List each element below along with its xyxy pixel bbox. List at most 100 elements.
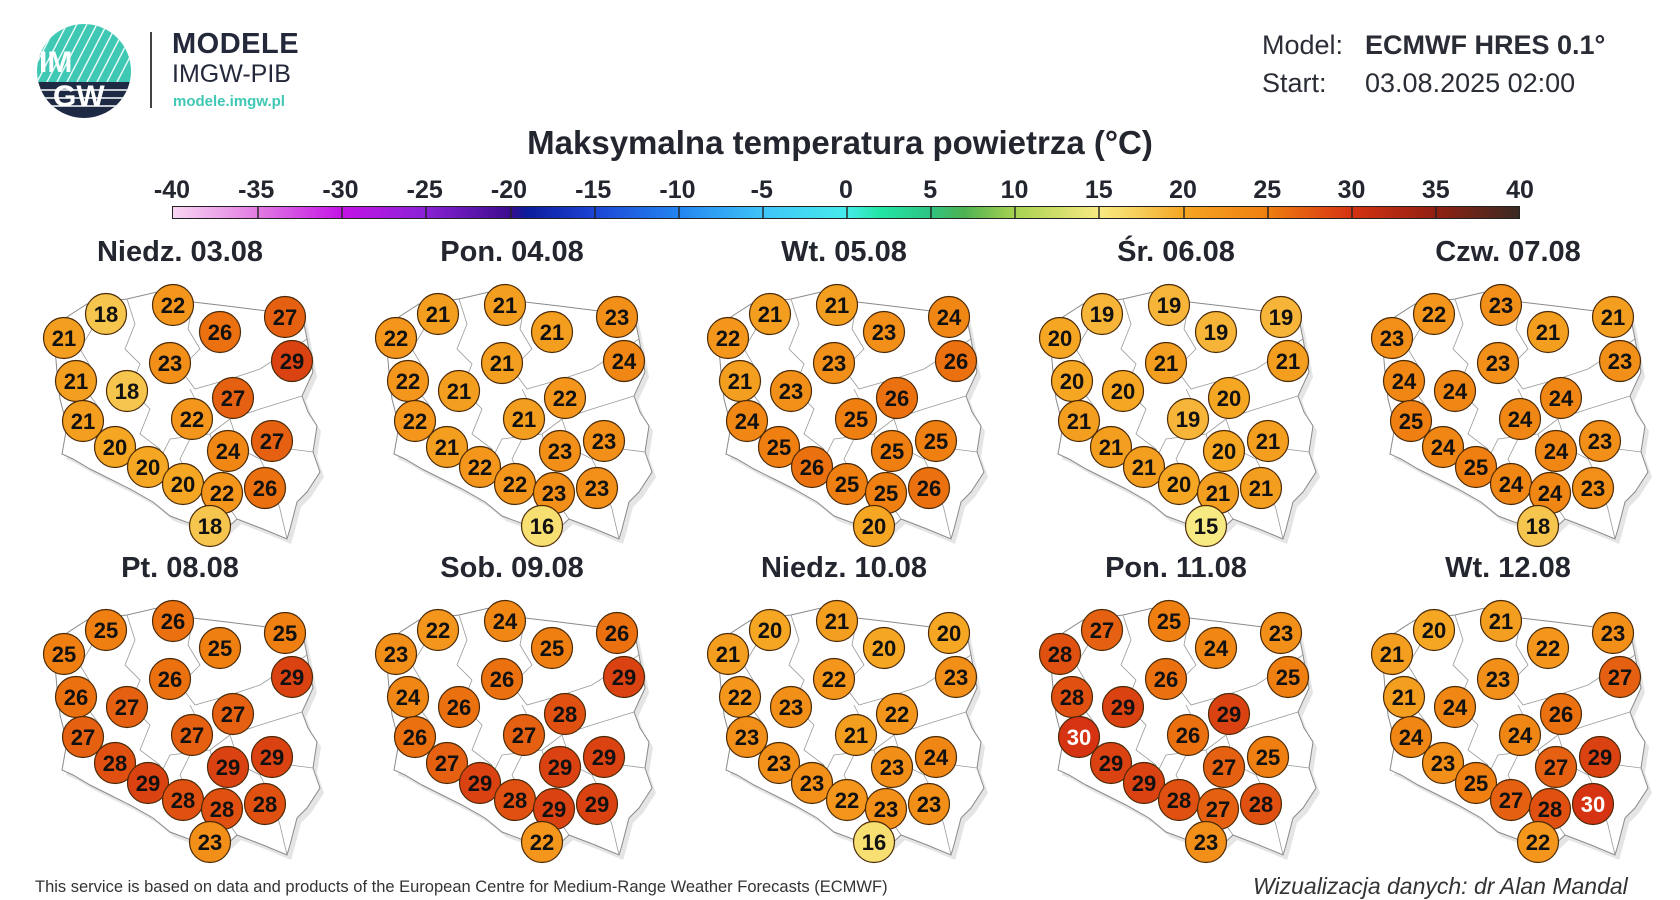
region-border [843,617,972,706]
temperature-label: 20 [1111,379,1135,404]
temperature-label: 28 [1060,685,1084,710]
map-date-title: Pt. 08.08 [121,552,239,584]
temperature-label: 22 [1422,302,1446,327]
colorbar-tick-mark [1434,207,1437,218]
temperature-marker [543,692,587,736]
colorbar-tick-label: 30 [1337,176,1366,204]
temperature-marker [1239,466,1283,510]
temperature-marker [1038,316,1082,360]
temperature-label: 20 [1212,439,1236,464]
poland-map: 19 19 19 20 19 21 21 20 20 20 21 19 21 21 20 21 20 21 21 15 [1038,283,1320,548]
temperature-label: 21 [64,369,88,394]
temperature-label: 18 [1526,514,1550,539]
temperature-point: 21 [1122,445,1166,489]
temperature-point: 29 [1207,692,1251,736]
temperature-marker [530,626,574,670]
temperature-label: 18 [115,379,139,404]
colorbar-tick-label: 25 [1253,176,1282,204]
temperature-label: 24 [924,745,949,770]
temperature-label: 21 [426,302,450,327]
temperature-marker [1166,713,1210,757]
temperature-marker [914,419,958,463]
temperature-label: 29 [612,665,636,690]
colorbar-tick-label: -20 [490,176,528,204]
temperature-point: 25 [1454,761,1498,805]
temperature-point: 24 [1382,359,1426,403]
temperature-point: 27 [263,295,307,339]
temperature-marker [393,399,437,443]
temperature-point: 20 [927,611,971,655]
temperature-label: 16 [862,830,886,855]
temperature-label: 26 [208,320,232,345]
colorbar-tick-label: -40 [153,176,191,204]
temperature-point: 23 [582,419,626,463]
temperature-label: 21 [1256,429,1280,454]
temperature-point: 21 [1382,675,1426,719]
temperature-point: 20 [1157,462,1201,506]
temperature-label: 27 [260,429,284,454]
map-date-title: Niedz. 03.08 [96,236,264,268]
temperature-marker [575,466,619,510]
temperature-label: 25 [767,435,791,460]
temperature-point: 26 [480,657,524,701]
temperature-point: 21 [1089,425,1133,469]
region-border [1150,711,1299,786]
temperature-label: 23 [384,642,408,667]
brand-url[interactable]: modele.imgw.pl [173,93,285,110]
temperature-label: 23 [800,771,824,796]
temperature-point: 24 [1528,471,1572,515]
temperature-point: 20 [93,425,137,469]
temperature-label: 20 [872,636,896,661]
temperature-label: 29 [1099,751,1123,776]
temperature-point: 28 [161,778,205,822]
temperature-point: 29 [206,745,250,789]
forecast-map: Czw. 07.08 22 23 21 23 21 23 23 24 24 24 25 24 23 24 24… [1358,234,1678,564]
colorbar-tick-label: 10 [1000,176,1029,204]
temperature-point: 25 [870,429,914,473]
temperature-label: 23 [1380,326,1404,351]
temperature-marker [211,376,255,420]
temperature-point: 30 [1571,782,1615,826]
temperature-label: 20 [1167,472,1191,497]
region-border [1175,301,1304,390]
logo-text-top: IM [39,46,72,79]
temperature-label: 22 [468,455,492,480]
forecast-map: Niedz. 10.08 20 21 20 21 20 23 22 22 23 22 23 21 24 23… [694,550,1014,880]
temperature-label: 26 [944,349,968,374]
temperature-label: 23 [779,379,803,404]
temperature-point: 23 [769,685,813,729]
temperature-point: 23 [1421,741,1465,785]
temperature-marker [1266,339,1310,383]
temperature-marker [748,292,792,336]
temperature-label: 23 [917,792,941,817]
temperature-point: 22 [374,316,418,360]
temperature-marker [1166,397,1210,441]
temperature-marker [1057,399,1101,443]
temperature-point: 19 [1259,295,1303,339]
temperature-marker [870,429,914,473]
temperature-point: 21 [815,599,859,643]
temperature-point: 25 [1246,735,1290,779]
temperature-point: 23 [1591,611,1635,655]
temperature-label: 23 [1486,667,1510,692]
map-date-title: Sob. 09.08 [440,552,584,584]
temperature-point: 20 [852,504,896,548]
temperature-marker [582,735,626,779]
region-border [1482,711,1631,786]
temperature-marker [374,316,418,360]
temperature-label: 21 [825,293,849,318]
temperature-label: 22 [835,788,859,813]
temperature-point: 26 [54,675,98,719]
forecast-map: Sob. 09.08 22 24 26 23 25 29 26 24 26 28 26 27 29 27 29… [362,550,682,880]
temperature-point: 23 [812,341,856,385]
temperature-label: 29 [468,771,492,796]
temperature-marker [790,761,834,805]
temperature-label: 29 [1111,695,1135,720]
colorbar-tick-mark [1182,207,1185,218]
temperature-label: 26 [1154,667,1178,692]
temperature-label: 27 [435,751,459,776]
temperature-point: 29 [538,745,582,789]
temperature-point: 24 [602,339,646,383]
temperature-point: 24 [206,429,250,473]
